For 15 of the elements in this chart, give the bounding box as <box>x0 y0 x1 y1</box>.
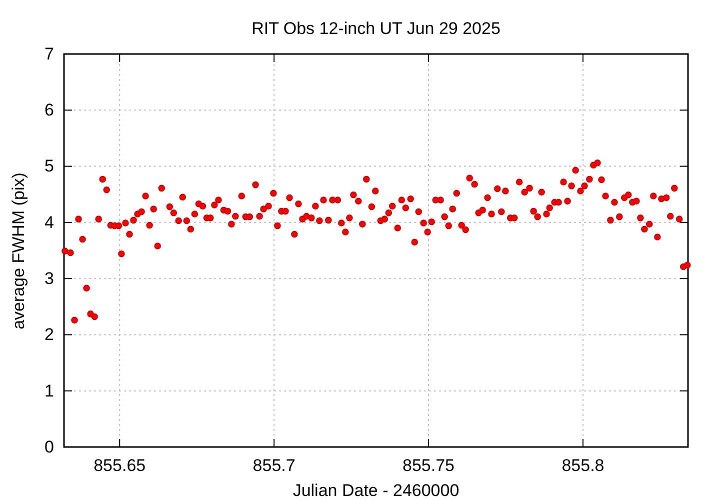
y-tick-label: 6 <box>44 100 54 120</box>
y-tick-label: 4 <box>44 212 54 232</box>
y-tick-label: 1 <box>44 381 54 400</box>
x-tick-label: 855.7 <box>252 456 296 476</box>
y-tick-label: 3 <box>44 269 54 288</box>
y-tick-label: 2 <box>44 325 54 344</box>
x-tick-label: 855.65 <box>94 456 146 476</box>
y-axis-title: average FWHM (pix) <box>9 172 28 330</box>
y-tick-label: 0 <box>44 437 54 456</box>
chart-title: RIT Obs 12-inch UT Jun 29 2025 <box>252 19 500 38</box>
x-axis-title: Julian Date - 2460000 <box>292 481 460 500</box>
y-tick-label: 5 <box>44 156 54 176</box>
y-tick-label: 7 <box>44 44 54 64</box>
x-tick-label: 855.75 <box>402 456 455 476</box>
x-tick-label: 855.8 <box>562 456 604 476</box>
